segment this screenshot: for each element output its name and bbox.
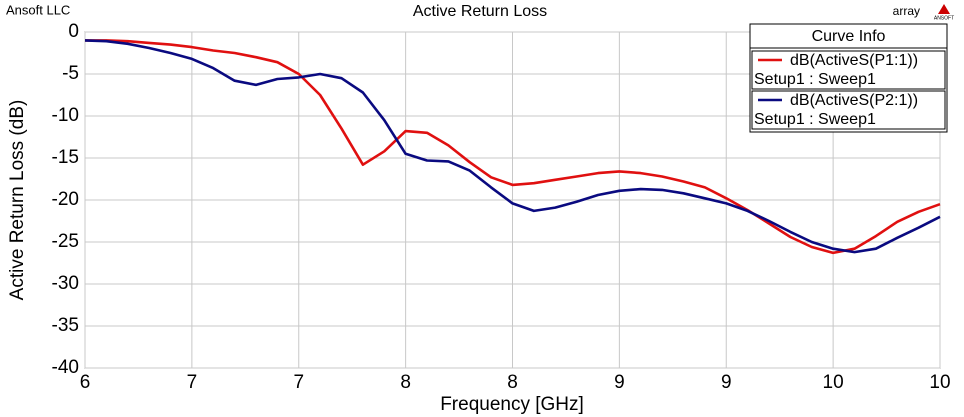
chart-title: Active Return Loss [413, 3, 547, 20]
x-tick-label: 6 [80, 372, 91, 393]
x-tick-label: 7 [293, 372, 304, 393]
legend-label: dB(ActiveS(P2:1)) [790, 92, 918, 109]
legend-setup: Setup1 : Sweep1 [754, 111, 876, 128]
logo: ANSOFT [934, 15, 954, 21]
legend-setup: Setup1 : Sweep1 [754, 71, 876, 88]
x-tick-label: 7 [187, 372, 198, 393]
y-axis-label: Active Return Loss (dB) [7, 100, 28, 301]
logo-icon [938, 4, 950, 14]
legend-entry-box [751, 90, 946, 130]
x-tick-label: 10 [929, 372, 950, 393]
company: Ansoft LLC [6, 2, 70, 17]
x-tick-label: 9 [614, 372, 625, 393]
y-tick-label: -35 [52, 315, 79, 336]
y-tick-label: -30 [52, 273, 79, 294]
y-tick-label: -40 [52, 357, 79, 378]
y-tick-label: -10 [52, 105, 79, 126]
legend-entry-box [751, 50, 946, 90]
x-axis-label: Frequency [GHz] [440, 394, 584, 415]
y-tick-label: -25 [52, 231, 79, 252]
y-tick-label: -5 [62, 63, 79, 84]
y-tick-label: -15 [52, 147, 79, 168]
y-tick-label: -20 [52, 189, 79, 210]
series-line [85, 39, 941, 255]
series-line [84, 39, 941, 254]
plot: 0 -5 -10 -15 -20 -25 -30 -35 -406 7 7 8 8 9 9 10 10 Curve… [52, 21, 951, 393]
x-tick-label: 8 [400, 372, 411, 393]
design-name: array [893, 4, 920, 18]
legend-title: Curve Info [812, 28, 886, 45]
legend-label: dB(ActiveS(P1:1)) [790, 52, 918, 69]
y-tick-label: 0 [68, 21, 79, 42]
x-tick-label: 10 [823, 372, 844, 393]
x-tick-label: 8 [507, 372, 518, 393]
x-tick-label: 9 [721, 372, 732, 393]
